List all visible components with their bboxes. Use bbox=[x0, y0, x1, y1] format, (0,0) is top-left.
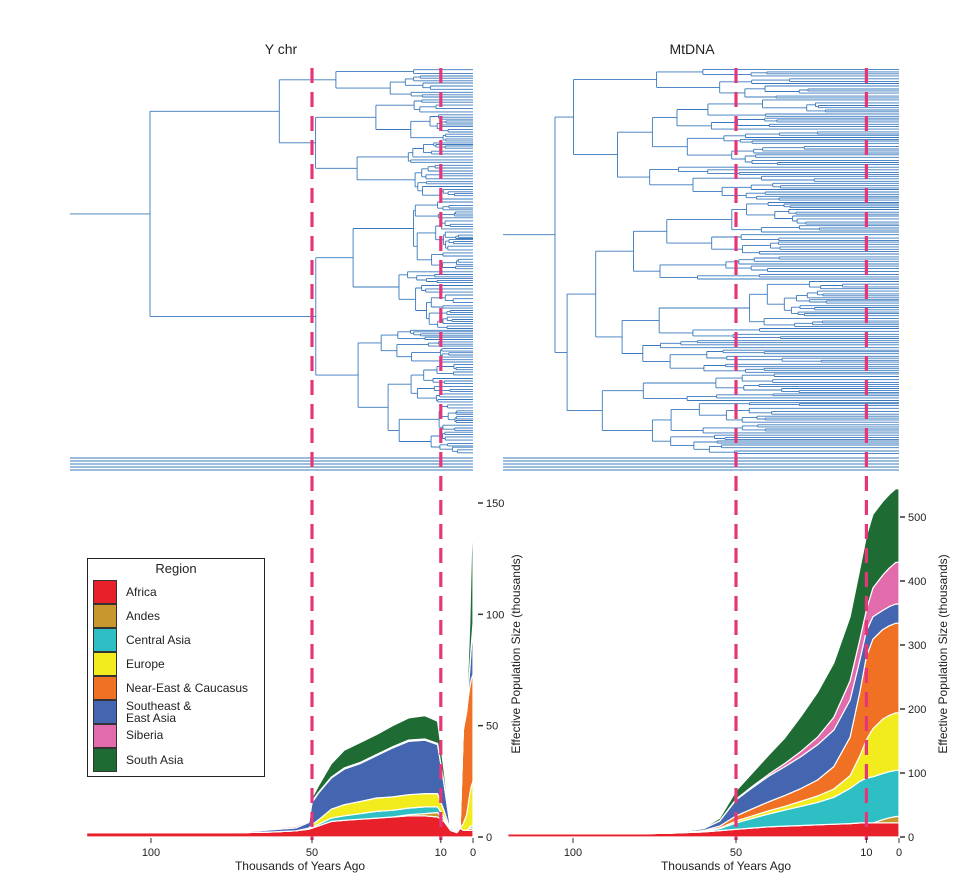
tree-branches bbox=[503, 68, 899, 471]
mtdna-x-tick-label: 10 bbox=[860, 847, 872, 859]
mtdna-y-axis-label: Effective Population Size (thousands) bbox=[936, 554, 950, 753]
legend-label: Central Asia bbox=[126, 633, 191, 647]
region-legend: Region Africa Andes Central Asia Europe … bbox=[87, 558, 265, 777]
legend-label: Siberia bbox=[126, 728, 164, 742]
y-chr-y-tick-label: 150 bbox=[486, 498, 504, 510]
legend-swatch bbox=[93, 604, 117, 628]
legend-swatch bbox=[93, 652, 117, 676]
legend-item-central-asia: Central Asia bbox=[93, 628, 263, 652]
legend-item-siberia: Siberia bbox=[93, 724, 263, 748]
legend-item-andes: Andes bbox=[93, 604, 263, 628]
mtdna-tree bbox=[503, 68, 899, 471]
y-chr-y-axis-label: Effective Population Size (thousands) bbox=[509, 554, 523, 753]
legend-label: Africa bbox=[126, 585, 157, 599]
mtdna-stacked-area bbox=[507, 488, 900, 838]
mtdna-y-tick-label: 500 bbox=[908, 512, 926, 524]
legend-swatch bbox=[93, 580, 117, 604]
legend-swatch bbox=[93, 628, 117, 652]
y-chr-tree bbox=[70, 69, 473, 471]
mtdna-y-tick-label: 400 bbox=[908, 576, 926, 588]
area-south-asia bbox=[86, 502, 474, 834]
mtdna-y-tick-label: 100 bbox=[908, 768, 926, 780]
phylogeny-layer bbox=[70, 68, 899, 471]
y-chr-x-tick-label: 100 bbox=[142, 847, 160, 859]
mtdna-x-tick-label: 100 bbox=[564, 847, 582, 859]
mtdna-y-tick-label: 200 bbox=[908, 704, 926, 716]
mtdna-y-tick-label: 300 bbox=[908, 640, 926, 652]
legend-label: Europe bbox=[126, 657, 165, 671]
legend-item-southeast-east-asia: Southeast & East Asia bbox=[93, 700, 263, 724]
y-chr-y-tick-label: 50 bbox=[486, 721, 498, 733]
y-chr-x-tick-label: 50 bbox=[306, 847, 318, 859]
legend-title: Region bbox=[155, 561, 197, 576]
legend-swatch bbox=[93, 676, 117, 700]
legend-item-south-asia: South Asia bbox=[93, 748, 263, 772]
population-area-layer bbox=[86, 488, 900, 838]
legend-label: Southeast & East Asia bbox=[126, 699, 192, 725]
legend-item-near-east-caucasus: Near-East & Caucasus bbox=[93, 676, 263, 700]
legend-label: Near-East & Caucasus bbox=[126, 681, 249, 695]
y-chr-y-tick-label: 0 bbox=[486, 832, 492, 844]
legend-item-africa: Africa bbox=[93, 580, 263, 604]
legend-swatch bbox=[93, 748, 117, 772]
legend-item-europe: Europe bbox=[93, 652, 263, 676]
y-chr-y-tick-label: 100 bbox=[486, 609, 504, 621]
area-south-asia bbox=[507, 488, 900, 835]
legend-swatch bbox=[93, 724, 117, 748]
y-chr-x-tick-label: 10 bbox=[435, 847, 447, 859]
y-chr-stacked-area bbox=[86, 502, 474, 838]
legend-label: Andes bbox=[126, 609, 161, 623]
mtdna-x-axis-label: Thousands of Years Ago bbox=[661, 859, 791, 873]
mtdna-y-tick-label: 0 bbox=[908, 832, 914, 844]
y-chr-x-tick-label: 0 bbox=[470, 847, 476, 859]
y-chr-title: Y chr bbox=[265, 41, 298, 57]
mtdna-x-tick-label: 50 bbox=[730, 847, 742, 859]
legend-swatch bbox=[93, 700, 117, 724]
area-africa bbox=[86, 815, 474, 838]
reference-lines-layer bbox=[310, 68, 869, 840]
tree-branches bbox=[70, 69, 473, 471]
legend-label: South Asia bbox=[126, 753, 184, 767]
mtdna-title: MtDNA bbox=[669, 41, 715, 57]
mtdna-x-tick-label: 0 bbox=[896, 847, 902, 859]
y-chr-x-axis-label: Thousands of Years Ago bbox=[235, 859, 365, 873]
